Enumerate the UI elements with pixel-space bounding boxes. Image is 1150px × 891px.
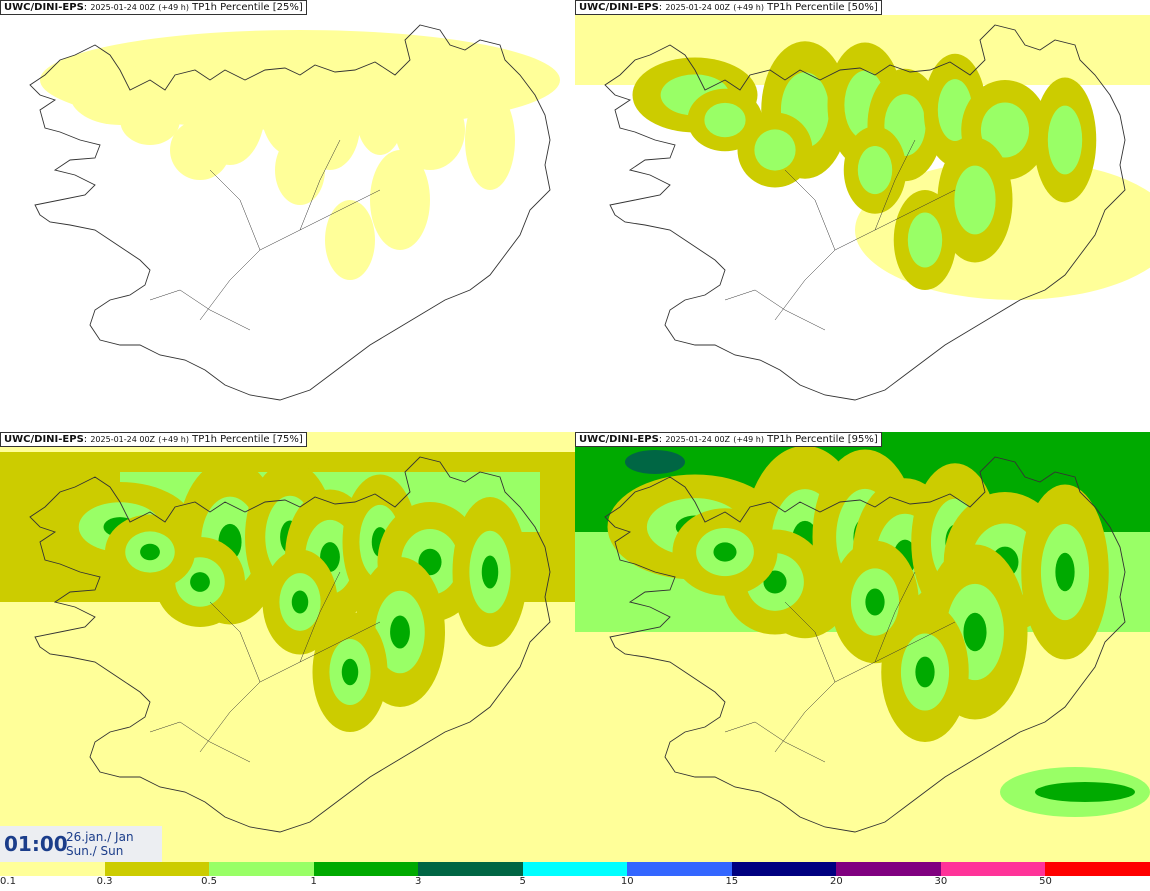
road-network [724, 571, 956, 763]
panel-title: UWC/DINI-EPS: 2025-01-24 00Z (+49 h) TP1… [575, 432, 882, 447]
colorbar-label: 0.1 [0, 876, 16, 887]
colorbar [0, 862, 1150, 876]
colorbar-label: 50 [1039, 876, 1052, 887]
product-name: TP1h Percentile [75%] [192, 434, 303, 445]
model-name: UWC/DINI-EPS [4, 2, 84, 13]
map-panel-50: UWC/DINI-EPS: 2025-01-24 00Z (+49 h) TP1… [575, 0, 1150, 430]
product-name: TP1h Percentile [50%] [767, 2, 878, 13]
colorbar-segment [522, 862, 628, 876]
precip-cell [275, 135, 325, 205]
lead-time: (+49 h) [158, 435, 189, 444]
colorbar-segment [940, 862, 1046, 876]
road-network [149, 571, 381, 763]
colorbar-label: 0.5 [201, 876, 218, 887]
colorbar-label: 15 [725, 876, 739, 887]
map-panel-95: UWC/DINI-EPS: 2025-01-24 00Z (+49 h) TP1… [575, 432, 1150, 862]
precip-cell-inner [704, 102, 746, 138]
colorbar-segment [836, 862, 941, 876]
colorbar-segment [418, 862, 523, 876]
run-time: 2025-01-24 00Z [665, 3, 731, 12]
colorbar-segment [313, 862, 419, 876]
precip-cell-inner [857, 145, 893, 195]
panel-title: UWC/DINI-EPS: 2025-01-24 00Z (+49 h) TP1… [0, 0, 307, 15]
colorbar-label: 0.3 [96, 876, 113, 887]
precip-core [625, 450, 685, 474]
colorbar-label: 1 [310, 876, 317, 887]
precip-cell [355, 65, 405, 155]
panel-title: UWC/DINI-EPS: 2025-01-24 00Z (+49 h) TP1… [575, 0, 882, 15]
precip-cell-core [140, 543, 160, 561]
precip-cell-core [763, 570, 787, 594]
model-name: UWC/DINI-EPS [579, 2, 659, 13]
coastline [604, 456, 1126, 833]
colorbar-segment [731, 862, 837, 876]
precip-cell [395, 90, 465, 170]
precip-cell-core [190, 572, 210, 592]
coastline [29, 24, 551, 401]
coastline [29, 456, 551, 833]
precip-cell-core [481, 555, 499, 589]
precip-cell-inner [980, 102, 1030, 158]
product-name: TP1h Percentile [25%] [192, 2, 303, 13]
precip-cell [370, 150, 430, 250]
valid-date: 26.jan./ Jan Sun./ Sun [66, 830, 134, 858]
precip-cell-core [1055, 552, 1075, 592]
precip-southeast-core [1035, 782, 1135, 802]
colorbar-label: 10 [620, 876, 634, 887]
lead-time: (+49 h) [733, 3, 764, 12]
precip-cell [465, 90, 515, 190]
colorbar-segment [1045, 862, 1150, 876]
colorbar-label: 5 [519, 876, 526, 887]
road-network [724, 139, 956, 331]
colorbar-segment [627, 862, 732, 876]
colorbar-segment [209, 862, 314, 876]
precip-cell-core [418, 548, 442, 576]
precip-cell-core [390, 615, 410, 649]
lead-time: (+49 h) [733, 435, 764, 444]
colorbar-segment [104, 862, 210, 876]
colorbar-label: 20 [829, 876, 843, 887]
precip-cell-core [341, 658, 359, 686]
precip-cell [120, 95, 180, 145]
lead-time: (+49 h) [158, 3, 189, 12]
map-panel-25: UWC/DINI-EPS: 2025-01-24 00Z (+49 h) TP1… [0, 0, 575, 430]
coastline [604, 24, 1126, 401]
panel-title: UWC/DINI-EPS: 2025-01-24 00Z (+49 h) TP1… [0, 432, 307, 447]
precip-cell-core [963, 612, 987, 652]
colorbar-label: 30 [934, 876, 948, 887]
precip-cell-core [713, 542, 737, 562]
precip-cell-inner [1047, 105, 1083, 175]
map-canvas [29, 24, 560, 401]
map-canvas [575, 432, 1150, 862]
run-time: 2025-01-24 00Z [665, 435, 731, 444]
valid-date-line1: 26.jan./ Jan [66, 830, 134, 844]
precip-cell-core [915, 656, 935, 688]
map-panel-75: UWC/DINI-EPS: 2025-01-24 00Z (+49 h) TP1… [0, 432, 575, 862]
colorbar-segment [0, 862, 105, 876]
model-name: UWC/DINI-EPS [4, 434, 84, 445]
map-canvas [575, 15, 1150, 401]
valid-time-box: 01:00 26.jan./ Jan Sun./ Sun [0, 826, 162, 862]
precip-cell [325, 200, 375, 280]
precip-cell-inner [907, 212, 943, 268]
product-name: TP1h Percentile [95%] [767, 434, 878, 445]
colorbar-labels: 0.1 0.3 0.5 1 3 5 10 15 20 30 50 [0, 876, 1150, 890]
precip-cell-inner [954, 165, 996, 235]
model-name: UWC/DINI-EPS [579, 434, 659, 445]
precip-cell [170, 120, 230, 180]
map-canvas [0, 432, 575, 862]
colorbar-label: 3 [414, 876, 422, 887]
precip-cell-core [865, 588, 885, 616]
precip-cell-core [291, 590, 309, 614]
run-time: 2025-01-24 00Z [90, 435, 156, 444]
precip-cell-inner [754, 129, 796, 171]
valid-time: 01:00 [4, 832, 68, 856]
road-network [149, 139, 381, 331]
run-time: 2025-01-24 00Z [90, 3, 156, 12]
valid-date-line2: Sun./ Sun [66, 844, 124, 858]
